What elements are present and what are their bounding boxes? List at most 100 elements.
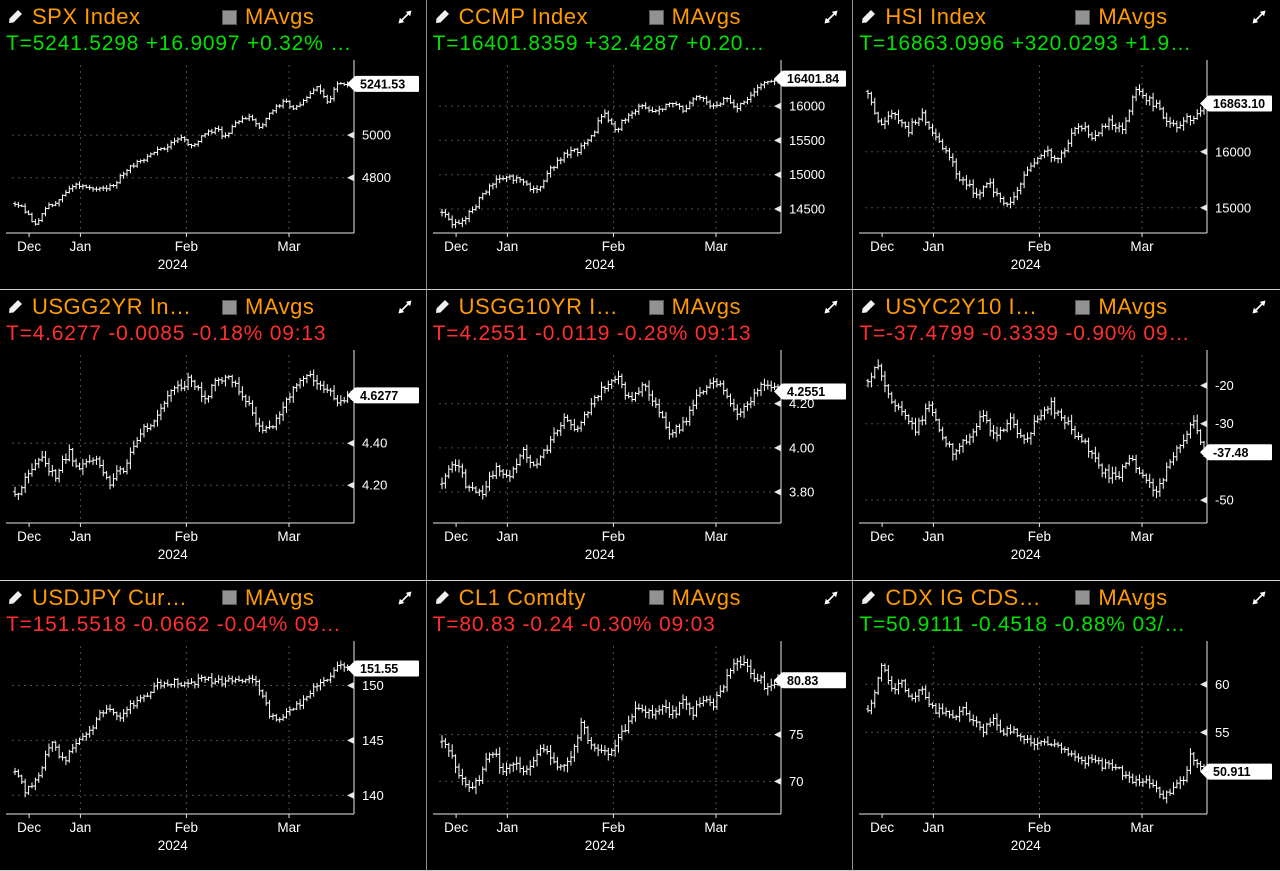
ticker-label[interactable]: CCMP Index <box>458 4 588 29</box>
svg-text:Jan: Jan <box>70 239 92 254</box>
ticker-label[interactable]: USGG2YR In… <box>32 294 192 320</box>
ticker-label[interactable]: USDJPY Cur… <box>32 584 188 610</box>
pencil-icon[interactable] <box>859 589 877 607</box>
price-chart[interactable]: -20 -30 -50 -37.48 Dec Jan Feb Mar 2024 <box>859 350 1279 576</box>
price-chart[interactable]: 150 145 140 151.55 Dec Jan Feb Mar 2024 <box>6 640 426 867</box>
mavgs-checkbox[interactable] <box>648 9 664 25</box>
chart-panel-hsi: HSI Index MAvgs T=16863.0996 +320.0293 +… <box>853 0 1280 291</box>
svg-text:2024: 2024 <box>158 547 189 562</box>
price-chart[interactable]: 75 70 80.83 Dec Jan Feb Mar 2024 <box>432 640 853 867</box>
chart-panel-spx: SPX Index MAvgs T=5241.5298 +16.9097 +0.… <box>0 0 427 291</box>
svg-text:2024: 2024 <box>1011 257 1042 272</box>
mavgs-checkbox[interactable] <box>648 590 664 606</box>
svg-text:Feb: Feb <box>175 820 198 835</box>
svg-text:75: 75 <box>789 727 803 742</box>
price-chart[interactable]: 60 55 50.911 Dec Jan Feb Mar 2024 <box>859 640 1279 867</box>
svg-text:5000: 5000 <box>362 128 391 143</box>
price-chart[interactable]: 16000 15000 16863.10 Dec Jan Feb Mar 2024 <box>859 60 1279 286</box>
mavgs-label[interactable]: MAvgs <box>1098 294 1168 320</box>
mavgs-label[interactable]: MAvgs <box>245 4 315 29</box>
ticker-label[interactable]: USGG10YR I… <box>458 294 619 320</box>
svg-text:Mar: Mar <box>277 529 301 544</box>
chart-panel-usgg10yr: USGG10YR I… MAvgs T=4.2551 -0.0119 -0.28… <box>426 290 854 581</box>
mavgs-label[interactable]: MAvgs <box>1098 584 1168 610</box>
svg-text:4.6277: 4.6277 <box>360 389 398 403</box>
svg-text:60: 60 <box>1215 677 1229 692</box>
ticker-label[interactable]: HSI Index <box>885 4 987 29</box>
svg-text:16000: 16000 <box>1215 144 1251 159</box>
svg-text:2024: 2024 <box>584 257 615 272</box>
pencil-icon[interactable] <box>433 589 451 607</box>
mavgs-label[interactable]: MAvgs <box>671 294 741 320</box>
mavgs-checkbox[interactable] <box>648 299 664 315</box>
mavgs-label[interactable]: MAvgs <box>671 584 741 610</box>
expand-arrows-icon[interactable] <box>822 8 840 26</box>
svg-text:Dec: Dec <box>444 239 468 254</box>
mavgs-label[interactable]: MAvgs <box>1098 4 1168 29</box>
mavgs-checkbox[interactable] <box>1075 590 1091 606</box>
svg-text:Jan: Jan <box>923 239 945 254</box>
mavgs-checkbox[interactable] <box>1075 9 1091 25</box>
expand-arrows-icon[interactable] <box>396 8 414 26</box>
price-chart[interactable]: 4.40 4.20 4.6277 Dec Jan Feb Mar 2024 <box>6 350 426 576</box>
expand-arrows-icon[interactable] <box>1250 298 1268 316</box>
chart-panel-usgg2yr: USGG2YR In… MAvgs T=4.6277 -0.0085 -0.18… <box>0 290 427 581</box>
expand-arrows-icon[interactable] <box>1250 589 1268 607</box>
expand-arrows-icon[interactable] <box>1250 8 1268 26</box>
ticker-label[interactable]: SPX Index <box>32 4 141 29</box>
ticker-label[interactable]: USYC2Y10 I… <box>885 294 1038 320</box>
svg-text:Feb: Feb <box>175 529 198 544</box>
svg-text:4.20: 4.20 <box>362 478 387 493</box>
chart-panel-usyc2y10: USYC2Y10 I… MAvgs T=-37.4799 -0.3339 -0.… <box>853 290 1280 581</box>
svg-text:Feb: Feb <box>1028 820 1051 835</box>
mavgs-label[interactable]: MAvgs <box>671 4 741 29</box>
svg-text:Jan: Jan <box>496 529 518 544</box>
panel-header: USGG2YR In… MAvgs <box>6 292 426 322</box>
pencil-icon[interactable] <box>433 8 451 26</box>
mavgs-checkbox[interactable] <box>222 590 237 606</box>
panel-header: CDX IG CDS… MAvgs <box>859 583 1280 613</box>
mavgs-checkbox[interactable] <box>222 299 237 315</box>
svg-text:Dec: Dec <box>17 529 41 544</box>
svg-text:Mar: Mar <box>1131 820 1155 835</box>
svg-text:Mar: Mar <box>704 820 728 835</box>
svg-text:Mar: Mar <box>277 239 301 254</box>
chart-panel-usdjpy: USDJPY Cur… MAvgs T=151.5518 -0.0662 -0.… <box>0 580 427 871</box>
mavgs-checkbox[interactable] <box>1075 299 1091 315</box>
svg-text:5241.53: 5241.53 <box>360 77 405 91</box>
pencil-icon[interactable] <box>859 298 877 316</box>
quote-line: T=-37.4799 -0.3339 -0.90% 09… <box>859 322 1191 346</box>
svg-text:Mar: Mar <box>277 820 301 835</box>
quote-line: T=16863.0996 +320.0293 +1.9… <box>859 32 1192 55</box>
mavgs-label[interactable]: MAvgs <box>245 294 315 320</box>
pencil-icon[interactable] <box>859 8 877 26</box>
pencil-icon[interactable] <box>6 589 24 607</box>
svg-text:Feb: Feb <box>175 239 198 254</box>
price-chart[interactable]: 5000 4800 5241.53 Dec Jan Feb Mar 2024 <box>6 60 426 286</box>
svg-text:2024: 2024 <box>584 838 615 853</box>
ticker-label[interactable]: CDX IG CDS… <box>885 584 1042 610</box>
expand-arrows-icon[interactable] <box>396 589 414 607</box>
mavgs-label[interactable]: MAvgs <box>245 584 315 610</box>
svg-text:151.55: 151.55 <box>360 662 398 676</box>
svg-text:Dec: Dec <box>444 529 468 544</box>
panel-header: HSI Index MAvgs <box>859 2 1280 32</box>
pencil-icon[interactable] <box>433 298 451 316</box>
svg-text:Mar: Mar <box>704 239 728 254</box>
expand-arrows-icon[interactable] <box>822 298 840 316</box>
expand-arrows-icon[interactable] <box>822 589 840 607</box>
expand-arrows-icon[interactable] <box>396 298 414 316</box>
pencil-icon[interactable] <box>6 8 24 26</box>
svg-text:Dec: Dec <box>870 239 894 254</box>
svg-text:Jan: Jan <box>923 529 945 544</box>
chart-panel-cl1: CL1 Comdty MAvgs T=80.83 -0.24 -0.30% 09… <box>426 580 854 871</box>
price-chart[interactable]: 16000 15500 15000 14500 16401.84 Dec Jan Feb Mar… <box>432 60 853 286</box>
svg-text:Jan: Jan <box>496 820 518 835</box>
svg-text:Dec: Dec <box>17 820 41 835</box>
price-chart[interactable]: 4.20 4.00 3.80 4.2551 Dec Jan Feb Mar 2024 <box>432 350 853 576</box>
svg-text:-50: -50 <box>1215 493 1234 508</box>
svg-text:Jan: Jan <box>496 239 518 254</box>
pencil-icon[interactable] <box>6 298 24 316</box>
ticker-label[interactable]: CL1 Comdty <box>458 584 586 610</box>
mavgs-checkbox[interactable] <box>222 9 237 25</box>
